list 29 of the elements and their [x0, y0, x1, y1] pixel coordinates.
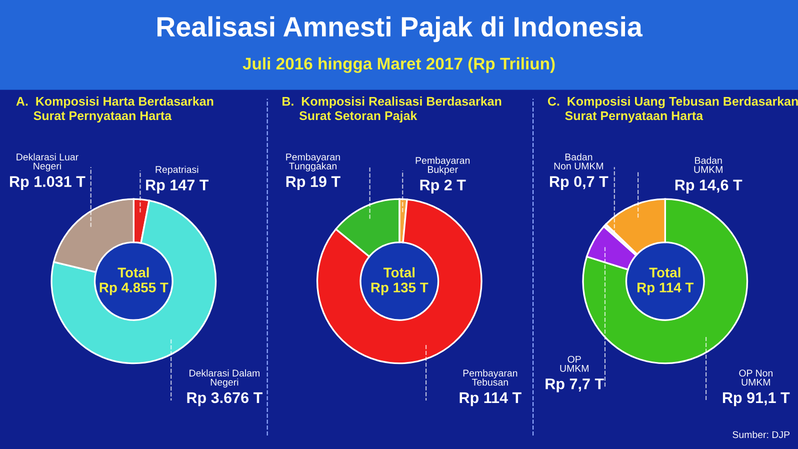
data-label: Rp 0,7 T	[550, 176, 608, 190]
text: Juli 2016 hingga Maret 2017 (Rp Triliun)	[242, 57, 555, 73]
slice-label: Badan Non UMKM	[554, 153, 604, 170]
data-label: Rp 14,6 T	[675, 180, 742, 194]
slice-label: OP Non UMKM	[739, 370, 772, 386]
chart-title: B. Komposisi Realisasi Berdasarkan Surat Setoran Pajak	[282, 96, 502, 123]
slice-label: Pembayaran Bukper	[416, 156, 470, 175]
slice-label: OP UMKM	[560, 356, 588, 372]
chart-title: A. Komposisi Harta Berdasarkan Surat Pernyataan Harta	[16, 96, 214, 123]
text: Sumber: DJP	[732, 430, 790, 438]
slice-label: Badan UMKM	[694, 156, 722, 173]
data-label: Rp 3.676 T	[187, 392, 262, 406]
data-label: Rp 147 T	[146, 180, 209, 194]
slice-label: Pembayaran Tunggakan	[286, 153, 340, 172]
slice-label: Deklarasi Dalam Negeri	[190, 369, 260, 388]
data-label: Rp 19 T	[286, 176, 340, 190]
data-label: Rp 1.031 T	[10, 176, 86, 190]
data-label: Rp 2 T	[420, 180, 466, 194]
data-label: Rp 114 T	[460, 392, 522, 406]
slice-label: Repatriasi	[156, 166, 198, 175]
text: Total Rp 135 T	[371, 267, 428, 296]
text: Total Rp 114 T	[638, 267, 694, 296]
text: Realisasi Amnesti Pajak di Indonesia	[157, 16, 643, 42]
chart-title: C. Komposisi Uang Tebusan Berdasarkan Surat Pernyataan Harta	[548, 96, 798, 123]
slice-label: Deklarasi Luar Negeri	[16, 153, 78, 172]
text: Total Rp 4.855 T	[100, 267, 168, 296]
data-label: Rp 7,7 T	[546, 378, 604, 392]
slice-label: Pembayaran Tebusan	[463, 369, 518, 386]
data-label: Rp 91,1 T	[722, 392, 790, 406]
